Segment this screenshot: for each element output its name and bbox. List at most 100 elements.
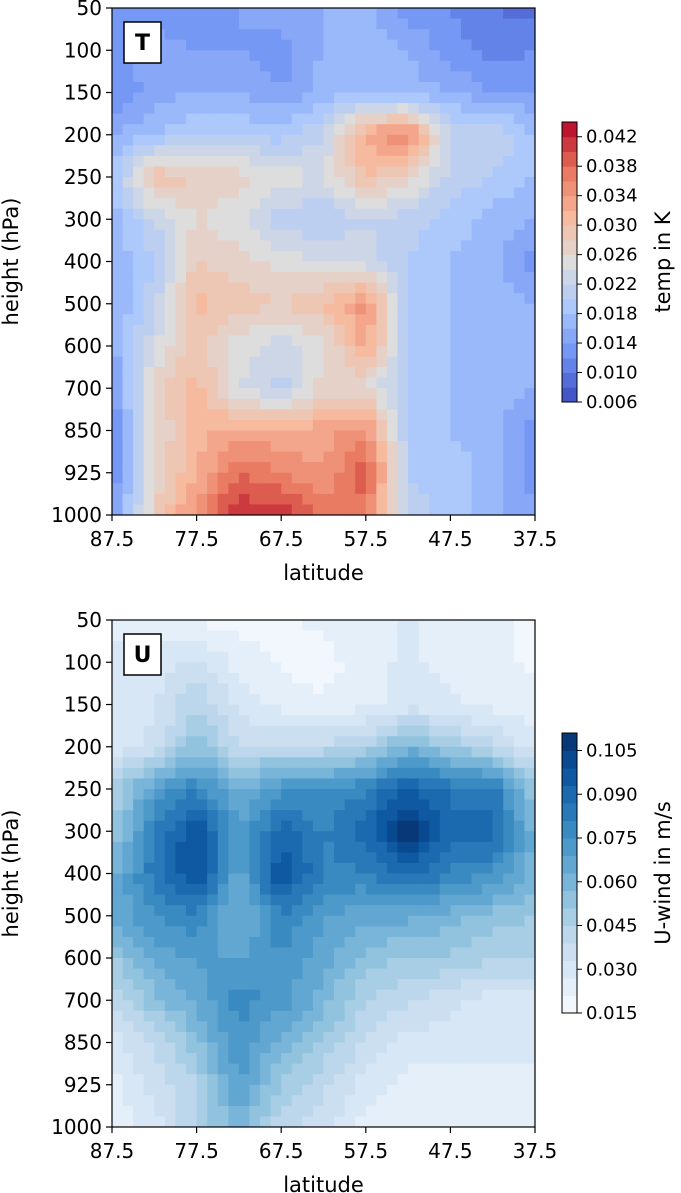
heatmap-cell	[334, 894, 346, 906]
heatmap-cell	[492, 124, 504, 136]
heatmap-cell	[312, 92, 325, 104]
heatmap-cell	[513, 715, 526, 727]
heatmap-cell	[143, 936, 155, 949]
heatmap-cell	[471, 208, 483, 220]
heatmap-cell	[365, 884, 377, 896]
heatmap-cell	[175, 1010, 187, 1022]
colorbar-tick-label: 0.026	[586, 245, 638, 266]
heatmap-cell	[186, 493, 198, 506]
heatmap-cell	[439, 272, 451, 284]
heatmap-cell	[270, 324, 282, 337]
heatmap-cell	[376, 472, 388, 484]
heatmap-cell	[524, 430, 535, 442]
heatmap-cell	[281, 725, 293, 737]
heatmap-cell	[143, 346, 155, 358]
heatmap-cell	[281, 261, 293, 273]
heatmap-cell	[334, 282, 346, 294]
heatmap-cell	[524, 1010, 535, 1022]
heatmap-cell	[344, 630, 356, 642]
x-tick-label: 87.5	[90, 527, 135, 551]
heatmap-cell	[270, 346, 282, 358]
heatmap-cell	[418, 989, 430, 1001]
heatmap-cell	[503, 620, 515, 632]
heatmap-cell	[355, 915, 367, 927]
heatmap-cell	[460, 873, 473, 885]
heatmap-cell	[112, 725, 124, 737]
heatmap-cell	[524, 662, 535, 674]
heatmap-cell	[143, 620, 155, 632]
heatmap-cell	[503, 862, 515, 875]
heatmap-cell	[376, 620, 388, 632]
heatmap-cell	[228, 841, 240, 853]
heatmap-cell	[344, 736, 356, 748]
heatmap-cell	[376, 958, 388, 970]
heatmap-cell	[133, 1074, 145, 1086]
heatmap-cell	[122, 430, 134, 442]
heatmap-cell	[397, 50, 409, 62]
heatmap-cell	[355, 989, 367, 1001]
heatmap-cell	[122, 229, 134, 241]
heatmap-cell	[492, 958, 504, 970]
heatmap-cell	[164, 92, 177, 104]
heatmap-cell	[228, 398, 240, 410]
heatmap-cell	[291, 124, 303, 136]
heatmap-cell	[207, 177, 219, 189]
heatmap-cell	[344, 894, 356, 906]
heatmap-cell	[154, 504, 166, 515]
heatmap-cell	[429, 820, 441, 832]
heatmap-cell	[302, 820, 314, 832]
heatmap-cell	[439, 166, 451, 178]
heatmap-cell	[365, 725, 377, 737]
heatmap-cell	[524, 346, 535, 358]
heatmap-cell	[281, 715, 293, 727]
heatmap-cell	[503, 1084, 515, 1096]
heatmap-cell	[482, 198, 494, 210]
y-tick-label: 50	[77, 0, 102, 20]
heatmap-cell	[365, 1010, 377, 1022]
heatmap-cell	[164, 799, 177, 811]
heatmap-cell	[524, 831, 535, 843]
heatmap-cell	[281, 187, 293, 199]
heatmap-cell	[154, 155, 166, 168]
heatmap-cell	[365, 472, 377, 484]
heatmap-cell	[112, 862, 124, 875]
heatmap-cell	[503, 820, 515, 832]
heatmap-cell	[270, 958, 282, 970]
heatmap-cell	[196, 651, 208, 663]
colorbar-tick-label: 0.034	[586, 186, 638, 207]
heatmap-cell	[175, 1105, 187, 1118]
heatmap-cell	[281, 293, 293, 305]
heatmap-cell	[492, 198, 504, 210]
heatmap-cell	[164, 1084, 177, 1096]
heatmap-cell	[492, 462, 504, 474]
heatmap-cell	[122, 704, 134, 716]
heatmap-cell	[154, 905, 166, 917]
heatmap-cell	[228, 1053, 240, 1065]
heatmap-cell	[439, 8, 451, 20]
heatmap-cell	[355, 725, 367, 737]
heatmap-cell	[186, 926, 198, 938]
heatmap-cell	[344, 862, 356, 875]
heatmap-cell	[397, 757, 409, 769]
colorbar-tick-label: 0.006	[586, 392, 638, 413]
heatmap-cell	[291, 789, 303, 801]
x-tick-label: 37.5	[513, 1139, 558, 1163]
heatmap-cell	[302, 166, 314, 178]
heatmap-cell	[408, 852, 420, 864]
heatmap-cell	[154, 177, 166, 189]
heatmap-cell	[281, 915, 293, 927]
heatmap-cell	[112, 620, 124, 632]
colorbar-title: temp in K	[651, 210, 675, 312]
heatmap-cell	[312, 841, 325, 853]
heatmap-cell	[302, 630, 314, 642]
heatmap-cell	[154, 81, 166, 94]
heatmap-cell	[238, 29, 251, 41]
heatmap-cell	[302, 641, 314, 653]
heatmap-cell	[439, 630, 451, 642]
heatmap-cell	[365, 1095, 377, 1107]
heatmap-cell	[281, 8, 293, 20]
heatmap-cell	[122, 377, 134, 389]
heatmap-cell	[270, 641, 282, 653]
heatmap-cell	[460, 50, 473, 62]
heatmap-cell	[260, 746, 272, 758]
